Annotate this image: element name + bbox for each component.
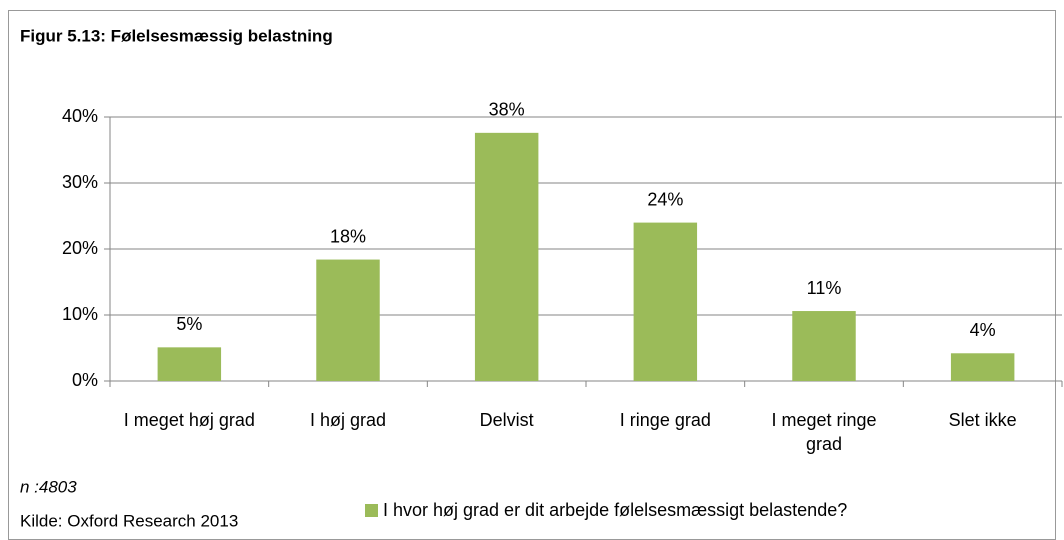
x-tick-label: I meget høj grad bbox=[123, 410, 255, 430]
y-tick-label: 40% bbox=[62, 106, 98, 126]
value-label: 4% bbox=[970, 320, 996, 340]
legend-swatch bbox=[365, 504, 378, 517]
value-label: 24% bbox=[647, 189, 683, 209]
y-tick-label: 30% bbox=[62, 172, 98, 192]
value-label: 18% bbox=[330, 226, 366, 246]
chart-title: Figur 5.13: Følelsesmæssig belastning bbox=[20, 26, 333, 45]
value-label: 11% bbox=[807, 278, 842, 298]
y-tick-label: 10% bbox=[62, 304, 98, 324]
x-tick-label: I ringe grad bbox=[619, 410, 711, 430]
x-tick-label: I høj grad bbox=[309, 410, 387, 430]
value-label: 38% bbox=[489, 100, 525, 120]
value-label: 5% bbox=[176, 314, 202, 334]
bar bbox=[633, 222, 698, 381]
note: n :4803 bbox=[20, 477, 77, 496]
bar bbox=[950, 353, 1015, 381]
bar bbox=[474, 132, 539, 381]
x-tick-label: Delvist bbox=[479, 410, 534, 430]
y-tick-label: 0% bbox=[72, 370, 98, 390]
bar bbox=[316, 259, 380, 381]
bar bbox=[792, 311, 856, 381]
bar bbox=[157, 347, 222, 381]
y-tick-label: 20% bbox=[62, 238, 98, 258]
source: Kilde: Oxford Research 2013 bbox=[20, 511, 238, 530]
legend-label: I hvor høj grad er dit arbejde følelsesm… bbox=[383, 500, 847, 520]
x-tick-label: I meget ringe grad bbox=[771, 410, 877, 454]
x-tick-label: Slet ikke bbox=[948, 410, 1017, 430]
